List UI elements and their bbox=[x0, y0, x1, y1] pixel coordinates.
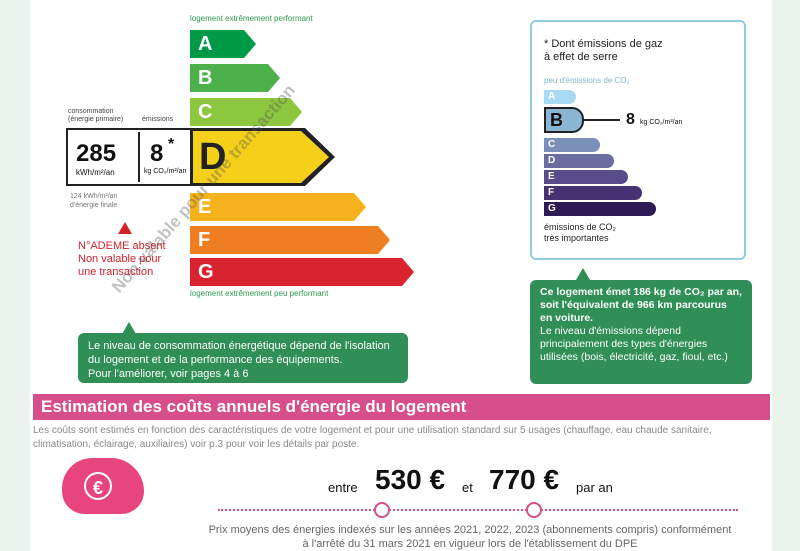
ges-bar-e: E bbox=[544, 170, 628, 184]
ges-info-pointer bbox=[576, 268, 590, 280]
emissions-value: 8 bbox=[150, 140, 164, 167]
emissions-star: * bbox=[168, 136, 175, 153]
energy-info-box: Le niveau de consommation énergétique dé… bbox=[78, 333, 408, 383]
ges-title: * Dont émissions de gaz à effet de serre bbox=[544, 38, 663, 63]
values-divider bbox=[138, 132, 140, 182]
euro-symbol: € bbox=[84, 472, 112, 500]
ademe-absent-note: N°ADEME absent Non valable pour une tran… bbox=[78, 240, 166, 278]
current-class-letter: D bbox=[193, 131, 329, 183]
ges-bottom-label: émissions de CO₂ très importantes bbox=[544, 222, 617, 243]
costs-word-per: par an bbox=[576, 480, 613, 495]
ges-value: 8 bbox=[626, 111, 635, 128]
costs-word-between: entre bbox=[328, 480, 358, 495]
ges-pointer-line bbox=[584, 119, 620, 121]
ges-bar-f: F bbox=[544, 186, 642, 200]
costs-footnote: Prix moyens des énergies indexés sur les… bbox=[208, 524, 732, 550]
energy-bar-a: A bbox=[190, 30, 256, 58]
warning-triangle-icon bbox=[118, 222, 132, 234]
ges-bar-g: G bbox=[544, 202, 656, 216]
cost-range-low-marker bbox=[374, 502, 390, 518]
info-box-pointer bbox=[122, 322, 136, 334]
costs-title: Estimation des coûts annuels d'énergie d… bbox=[33, 394, 770, 420]
costs-description: Les coûts sont estimés en fonction des c… bbox=[33, 425, 712, 450]
cost-range-high-marker bbox=[526, 502, 542, 518]
ges-current-class: B bbox=[544, 107, 584, 133]
ges-bar-c: C bbox=[544, 138, 600, 152]
ges-panel: * Dont émissions de gaz à effet de serre… bbox=[530, 20, 746, 260]
ges-info-normal: Le niveau d'émissions dépend principalem… bbox=[540, 325, 728, 363]
emissions-unit: kg CO₂/m²/an bbox=[144, 168, 187, 175]
emissions-header: émissions bbox=[142, 116, 174, 123]
consumption-value: 285 bbox=[76, 140, 117, 167]
energy-bar-g: G bbox=[190, 258, 414, 286]
current-class-marker: D bbox=[190, 128, 335, 186]
energy-bar-b: B bbox=[190, 64, 280, 92]
cost-range-line bbox=[218, 509, 738, 511]
ges-info-box: Ce logement émet 186 kg de CO₂ par an, s… bbox=[530, 280, 752, 384]
energy-bar-c: C bbox=[190, 98, 302, 126]
energy-bar-e: E bbox=[190, 193, 366, 221]
ges-top-label: peu d'émissions de CO₂ bbox=[544, 76, 630, 85]
costs-low: 530 € bbox=[375, 464, 446, 495]
energy-bar-f: F bbox=[190, 226, 390, 254]
consumption-unit: kWh/m²/an bbox=[76, 168, 115, 177]
energy-top-label: logement extrêmement performant bbox=[190, 14, 313, 23]
ges-info-bold: Ce logement émet 186 kg de CO₂ par an, s… bbox=[540, 286, 742, 324]
costs-high: 770 € bbox=[489, 464, 560, 495]
values-box: 285 kWh/m²/an 8 * kg CO₂/m²/an bbox=[66, 128, 190, 186]
energy-bottom-label: logement extrêmement peu performant bbox=[190, 289, 329, 298]
ges-bar-d: D bbox=[544, 154, 614, 168]
costs-word-and: et bbox=[462, 480, 473, 495]
piggy-bank-icon: € bbox=[62, 458, 144, 514]
ges-bar-a: A bbox=[544, 90, 576, 104]
final-energy: 124 kWh/m²/an d'énergie finale bbox=[70, 193, 118, 209]
consumption-header: consommation (énergie primaire) bbox=[68, 108, 124, 123]
ges-unit: kg CO₂/m²/an bbox=[640, 119, 683, 126]
